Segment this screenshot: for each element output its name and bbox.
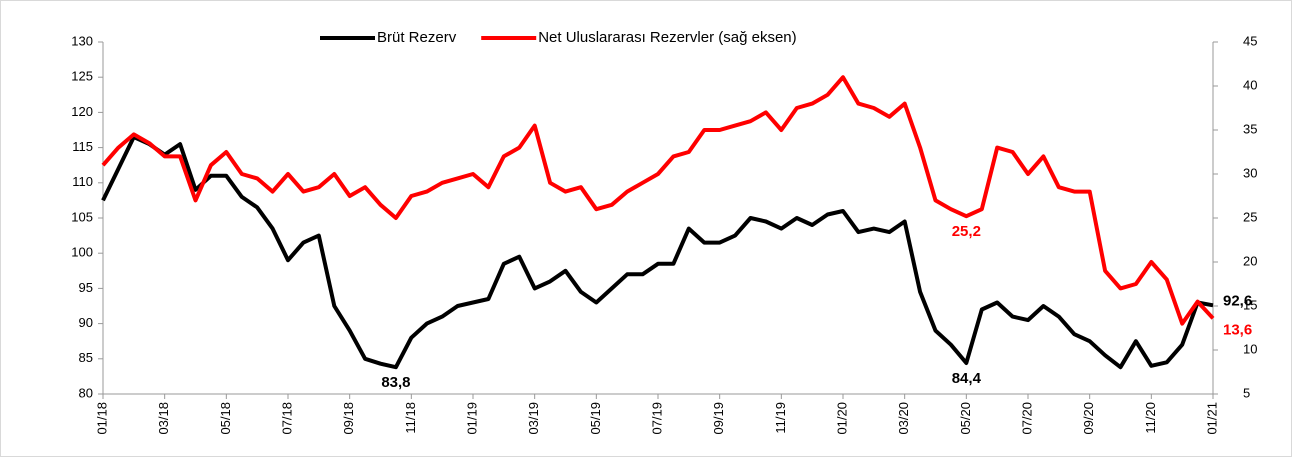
x-tick-label: 01/21 — [1204, 402, 1219, 435]
y2-tick-label: 35 — [1243, 121, 1257, 136]
y-tick-label: 80 — [79, 385, 93, 400]
x-tick-label: 07/19 — [649, 402, 664, 435]
x-tick-label: 05/18 — [218, 402, 233, 435]
y2-tick-label: 30 — [1243, 165, 1257, 180]
x-tick-label: 11/20 — [1143, 402, 1158, 434]
y2-tick-label: 20 — [1243, 253, 1257, 268]
x-tick-label: 11/19 — [773, 402, 788, 434]
y-tick-label: 110 — [72, 174, 93, 189]
y-tick-label: 120 — [71, 104, 93, 119]
y-tick-label: 95 — [79, 280, 93, 295]
x-tick-label: 07/20 — [1019, 402, 1034, 435]
x-tick-label: 09/19 — [711, 402, 726, 435]
x-tick-label: 09/20 — [1081, 402, 1096, 435]
x-tick-label: 05/19 — [588, 402, 603, 435]
x-tick-label: 01/20 — [834, 402, 849, 435]
x-tick-label: 05/20 — [958, 402, 973, 435]
y-tick-label: 130 — [71, 33, 93, 48]
data-label: 25,2 — [952, 223, 981, 240]
legend-label: Net Uluslararası Rezervler (sağ eksen) — [538, 29, 796, 46]
y2-tick-label: 40 — [1243, 77, 1257, 92]
y-tick-label: 125 — [71, 69, 93, 84]
x-tick-label: 03/18 — [156, 402, 171, 435]
y2-tick-label: 10 — [1243, 341, 1257, 356]
y-tick-label: 105 — [71, 209, 93, 224]
y-tick-label: 100 — [71, 245, 93, 260]
legend-label: Brüt Rezerv — [377, 29, 457, 46]
x-tick-label: 03/19 — [526, 402, 541, 435]
y2-tick-label: 25 — [1243, 209, 1257, 224]
data-label: 83,8 — [381, 374, 410, 391]
y2-tick-label: 45 — [1243, 33, 1257, 48]
x-tick-label: 07/18 — [279, 402, 294, 435]
x-tick-label: 09/18 — [341, 402, 356, 435]
series-line — [101, 135, 1214, 370]
x-tick-label: 11/18 — [403, 402, 418, 434]
x-tick-label: 01/19 — [464, 402, 479, 435]
y-tick-label: 90 — [79, 315, 93, 330]
x-tick-label: 01/18 — [94, 402, 109, 435]
series-line — [101, 75, 1215, 326]
x-tick-label: 03/20 — [896, 402, 911, 435]
data-label: 92,6 — [1223, 292, 1252, 309]
data-label: 13,6 — [1223, 321, 1252, 338]
y2-tick-label: 5 — [1243, 385, 1250, 400]
y-tick-label: 85 — [79, 350, 93, 365]
data-label: 84,4 — [952, 370, 982, 387]
y2-tick-label: 15 — [1243, 297, 1257, 312]
y-tick-label: 115 — [72, 139, 93, 154]
